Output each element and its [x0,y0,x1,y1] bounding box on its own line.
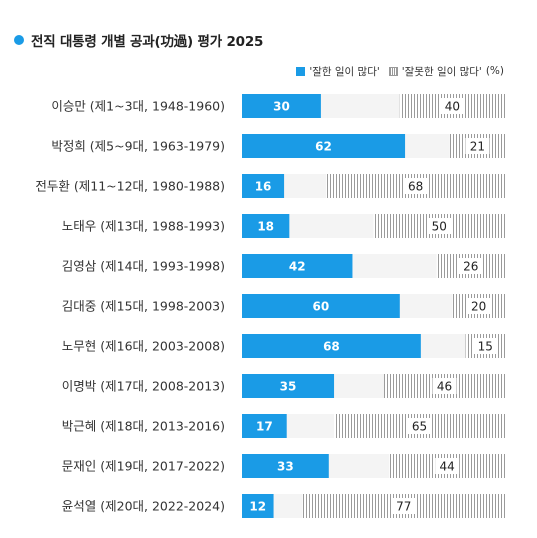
data-label-good: 12 [249,500,266,514]
data-label-bad-backing [403,178,428,194]
bar-good [242,294,400,318]
data-label-good: 60 [313,300,330,314]
bar-good [242,494,274,518]
category-label: 김대중 (제15대, 1998-2003) [62,299,225,314]
data-label-good: 18 [257,220,274,234]
bar-good [242,374,335,398]
data-label-bad: 65 [412,420,427,434]
legend-bad-label: '잘못한 일이 많다' [401,65,482,78]
data-label-bad-backing [391,498,416,514]
data-label-good: 35 [280,380,297,394]
bar-good [242,254,353,278]
data-label-good: 30 [273,100,290,114]
bar-good [242,214,290,238]
data-label-bad: 77 [396,500,411,514]
legend-unit: (%) [485,65,504,77]
data-label-bad-backing [465,138,490,154]
data-label-good: 33 [277,460,294,474]
category-label: 박정희 (제5~9대, 1963-1979) [51,139,225,154]
category-label: 노무현 (제16대, 2003-2008) [62,339,225,354]
data-label-bad: 40 [445,100,460,114]
bar-good [242,134,406,158]
data-label-bad-backing [407,418,432,434]
bar-good [242,174,285,198]
data-label-bad-backing [427,218,452,234]
data-label-bad: 21 [470,140,485,154]
data-label-bad: 20 [471,300,486,314]
data-label-bad: 50 [432,220,447,234]
category-label: 김영삼 (제14대, 1993-1998) [62,259,225,274]
legend: '잘한 일이 많다' '잘못한 일이 많다' (%) [296,63,504,79]
data-label-bad: 68 [408,180,423,194]
category-label: 이승만 (제1~3대, 1948-1960) [51,99,225,114]
data-label-bad-backing [435,458,460,474]
category-label: 문재인 (제19대, 2017-2022) [62,459,225,474]
data-label-bad-backing [458,258,483,274]
bar-good [242,454,329,478]
data-label-bad: 26 [463,260,478,274]
title-bullet-icon [14,35,24,45]
category-label: 박근혜 (제18대, 2013-2016) [62,419,225,434]
data-label-bad-backing [466,298,491,314]
data-label-bad: 44 [439,460,454,474]
data-label-good: 62 [315,140,332,154]
title-text: 전직 대통령 개별 공과(功過) 평가 2025 [31,34,264,50]
category-label: 윤석열 (제20대, 2022-2024) [62,499,225,514]
bar-good [242,94,321,118]
category-label: 노태우 (제13대, 1988-1993) [62,219,225,234]
category-label: 이명박 (제17대, 2008-2013) [62,379,225,394]
data-label-good: 17 [256,420,273,434]
data-label-good: 16 [255,180,272,194]
bar-good [242,414,287,438]
legend-bad-swatch [388,66,398,76]
legend-good-swatch [296,66,306,76]
data-label-bad-backing [473,338,498,354]
data-label-bad-backing [440,98,465,114]
data-label-bad-backing [432,378,457,394]
data-label-bad: 46 [437,380,452,394]
bar-good [242,334,421,358]
legend-good-label: '잘한 일이 많다' [309,65,380,78]
data-label-good: 42 [289,260,306,274]
category-label: 전두환 (제11~12대, 1980-1988) [35,179,225,194]
data-label-good: 68 [323,340,340,354]
data-label-bad: 15 [478,340,493,354]
chart-title: 전직 대통령 개별 공과(功過) 평가 2025 [14,30,263,50]
